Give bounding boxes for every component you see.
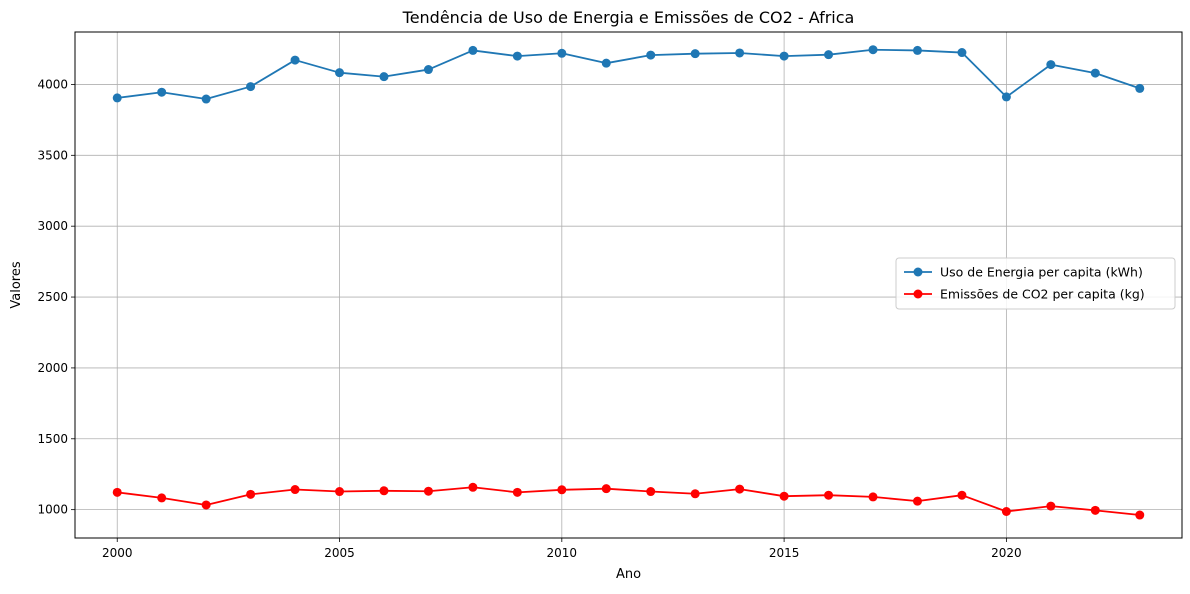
legend-marker <box>913 289 923 299</box>
data-point <box>512 51 522 61</box>
data-point <box>735 48 745 58</box>
data-point <box>290 55 300 65</box>
x-tick-label: 2000 <box>102 546 133 560</box>
legend-box <box>895 257 1176 310</box>
data-point <box>868 45 878 55</box>
data-point <box>1135 83 1145 93</box>
legend-label: Emissões de CO2 per capita (kg) <box>940 287 1145 302</box>
data-point <box>957 490 967 500</box>
legend-label: Uso de Energia per capita (kWh) <box>940 265 1143 280</box>
data-point <box>646 487 656 497</box>
legend: Uso de Energia per capita (kWh) Emissões … <box>895 257 1176 310</box>
y-tick-label: 3000 <box>37 219 68 233</box>
series-layer <box>112 45 1145 520</box>
data-point <box>1001 506 1011 516</box>
data-point <box>423 65 433 75</box>
data-point <box>601 58 611 68</box>
data-point <box>1001 92 1011 102</box>
data-point <box>1090 68 1100 78</box>
data-point <box>379 486 389 496</box>
data-point <box>557 485 567 495</box>
data-point <box>1046 501 1056 511</box>
data-point <box>112 487 122 497</box>
data-point <box>779 51 789 61</box>
data-point <box>157 87 167 97</box>
legend-marker <box>913 267 923 277</box>
data-point <box>868 492 878 502</box>
series-line <box>117 486 1140 516</box>
x-tick-label: 2020 <box>991 546 1022 560</box>
data-point <box>468 45 478 55</box>
y-tick-label: 4000 <box>37 77 68 91</box>
data-point <box>1090 505 1100 515</box>
data-point <box>601 484 611 494</box>
data-point <box>690 49 700 59</box>
data-point <box>335 487 345 497</box>
data-point <box>201 94 211 104</box>
chart-title: Tendência de Uso de Energia e Emissões d… <box>402 8 855 27</box>
data-point <box>646 50 656 60</box>
data-point <box>246 489 256 499</box>
data-point <box>1135 510 1145 520</box>
series-line <box>117 48 1141 100</box>
data-point <box>735 484 745 494</box>
y-tick-label: 2000 <box>37 361 68 375</box>
x-tick-label: 2015 <box>769 546 800 560</box>
data-point <box>290 485 300 495</box>
x-tick-label: 2010 <box>547 546 578 560</box>
data-point <box>912 496 922 506</box>
data-point <box>824 490 834 500</box>
data-point <box>423 486 433 496</box>
data-point <box>468 482 478 492</box>
data-point <box>335 68 345 78</box>
data-point <box>201 500 211 510</box>
data-point <box>957 48 967 58</box>
plot-frame <box>74 31 1183 539</box>
axis-ticks: 2000 2005 2010 2015 2020 1000 1500 2000 2500 3000… <box>37 77 1021 560</box>
y-tick-label: 1000 <box>37 503 68 517</box>
data-point <box>557 48 567 58</box>
data-point <box>112 93 122 103</box>
data-point <box>690 489 700 499</box>
data-point <box>246 82 256 92</box>
data-point <box>824 50 834 60</box>
y-tick-label: 2500 <box>37 290 68 304</box>
data-point <box>512 487 522 497</box>
series-1 <box>112 45 1145 104</box>
data-point <box>379 72 389 82</box>
data-point <box>779 491 789 501</box>
data-point <box>1046 60 1056 70</box>
data-point <box>912 45 922 55</box>
y-axis-label: Valores <box>9 261 24 308</box>
y-tick-label: 3500 <box>37 148 68 162</box>
series-2 <box>112 482 1145 520</box>
x-axis-label: Ano <box>616 567 641 582</box>
x-tick-label: 2005 <box>324 546 355 560</box>
y-tick-label: 1500 <box>37 432 68 446</box>
data-point <box>157 493 167 503</box>
